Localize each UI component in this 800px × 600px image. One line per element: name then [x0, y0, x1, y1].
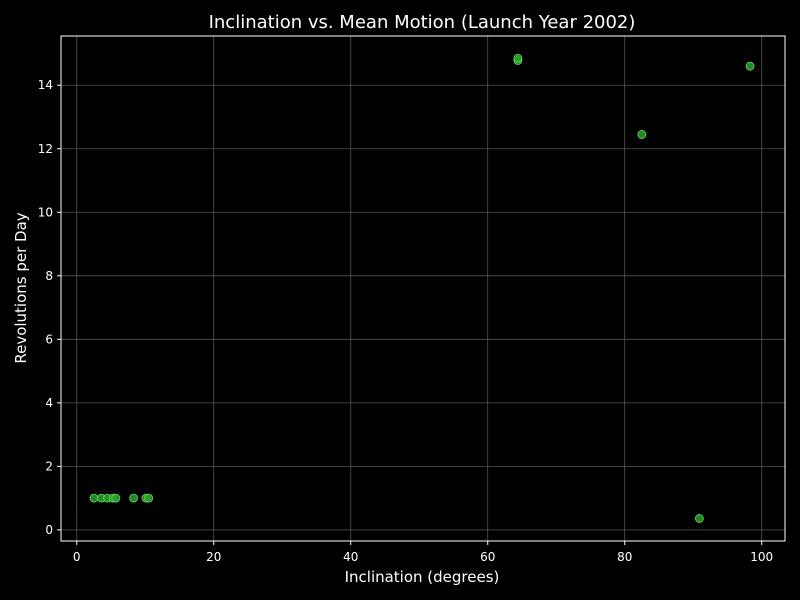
- y-tick-label: 14: [38, 78, 53, 92]
- x-tick-label: 20: [206, 550, 221, 564]
- data-point: [89, 493, 99, 503]
- chart-title: Inclination vs. Mean Motion (Launch Year…: [209, 12, 636, 33]
- data-point: [513, 53, 523, 63]
- y-axis-label: Revolutions per Day: [12, 212, 30, 363]
- y-tick-label: 10: [38, 205, 53, 219]
- x-tick-label: 40: [343, 550, 358, 564]
- y-tick-label: 0: [45, 523, 53, 537]
- x-axis-label: Inclination (degrees): [345, 568, 500, 586]
- data-point: [694, 514, 704, 523]
- y-tick-label: 12: [38, 142, 53, 156]
- data-point: [129, 493, 139, 503]
- y-tick-label: 6: [45, 332, 53, 346]
- plot-area-frame: [60, 35, 786, 542]
- data-point: [144, 493, 154, 503]
- data-point: [745, 61, 755, 71]
- grid-lines: [61, 36, 785, 541]
- data-points: [89, 53, 755, 523]
- y-tick-label: 4: [45, 396, 53, 410]
- y-tick-label: 8: [45, 269, 53, 283]
- x-tick-label: 0: [73, 550, 81, 564]
- x-tick-label: 60: [480, 550, 495, 564]
- data-point: [111, 493, 121, 503]
- x-tick-label: 100: [750, 550, 773, 564]
- axis-ticks: 0 20 40 60 80 100 0 2 4 6 8 10 12 14: [38, 78, 773, 564]
- data-point: [637, 130, 647, 139]
- x-tick-label: 80: [617, 550, 632, 564]
- y-tick-label: 2: [45, 459, 53, 473]
